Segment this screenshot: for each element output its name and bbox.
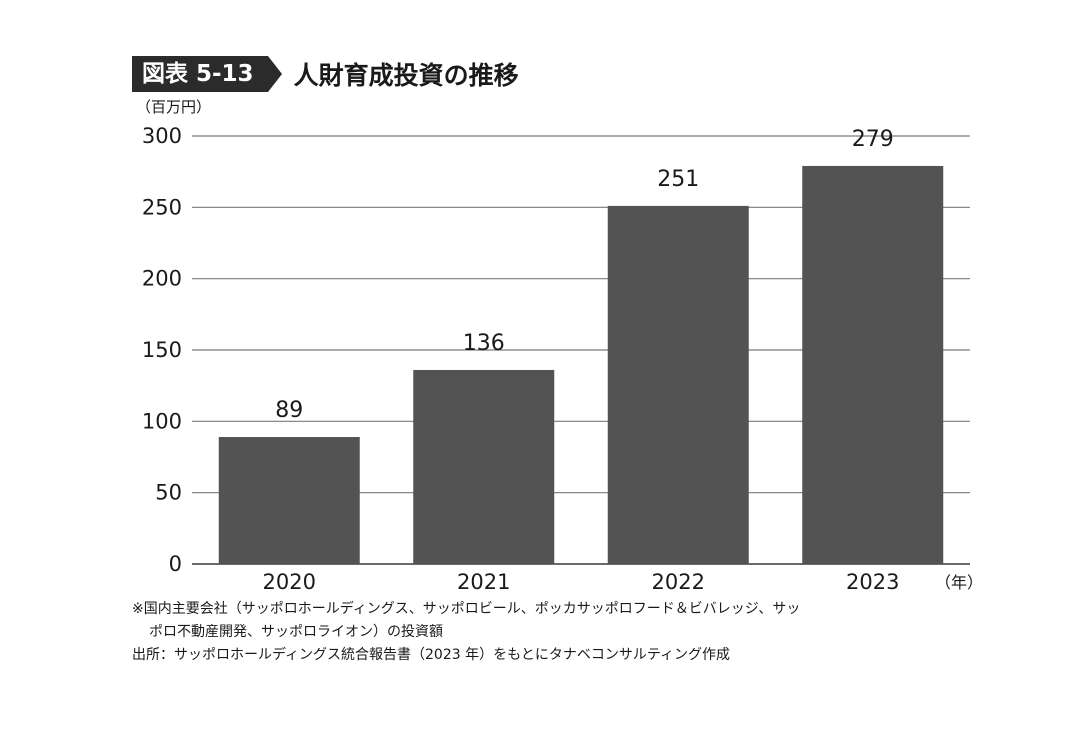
bar-chart: 89 136 251 279 0 50 100 150 200 250 300 2020 2021 20…: [136, 98, 983, 594]
y-tick-label-0: 0: [169, 552, 182, 576]
bars: [218, 165, 944, 564]
x-tick-label-2021: 2021: [457, 570, 510, 594]
note-scope-continued: ポロ不動産開発、サッポロライオン）の投資額: [149, 624, 443, 640]
data-label-2020: 89: [275, 398, 303, 423]
note-source: 出所：サッポロホールディングス統合報告書（2023 年）をもとにタナベコンサルテ…: [132, 647, 730, 663]
bar-2021: [413, 369, 555, 564]
bar-2020: [218, 437, 360, 564]
bar-2023: [802, 165, 944, 564]
figure-number-badge: 図表 5-13: [132, 56, 282, 92]
x-tick-label-2022: 2022: [652, 570, 705, 594]
y-tick-label-50: 50: [155, 481, 182, 505]
x-tick-label-2023: 2023: [846, 570, 899, 594]
y-tick-label-150: 150: [142, 338, 182, 362]
figure-header: 図表 5-13 人財育成投資の推移: [132, 56, 519, 92]
y-axis-unit-label: （百万円）: [136, 98, 211, 116]
x-tick-label-2020: 2020: [263, 570, 316, 594]
data-label-2021: 136: [463, 331, 505, 356]
y-tick-label-300: 300: [142, 124, 182, 148]
tick-labels: 0 50 100 150 200 250 300 2020 2021 2022 2023: [142, 124, 900, 594]
data-labels: 89 136 251 279: [275, 127, 894, 423]
figure-title: 人財育成投資の推移: [293, 61, 519, 90]
y-tick-label-200: 200: [142, 267, 182, 291]
y-tick-label-250: 250: [142, 195, 182, 219]
x-axis-unit-label: （年）: [935, 573, 983, 592]
note-scope: ※国内主要会社（サッポロホールディングス、サッポロビール、ポッカサッポロフード＆…: [132, 601, 801, 617]
data-label-2022: 251: [657, 167, 699, 192]
y-tick-label-100: 100: [142, 409, 182, 433]
data-label-2023: 279: [852, 127, 894, 152]
footnotes: ※国内主要会社（サッポロホールディングス、サッポロビール、ポッカサッポロフード＆…: [132, 598, 982, 667]
bar-2022: [607, 205, 749, 564]
